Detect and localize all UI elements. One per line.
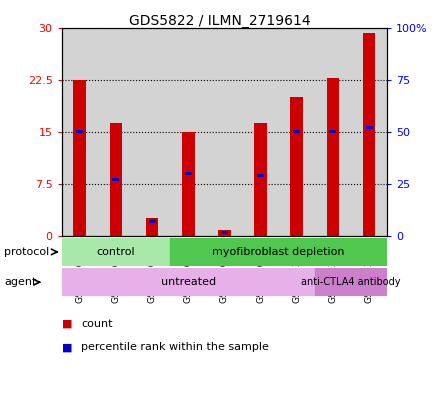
Text: percentile rank within the sample: percentile rank within the sample (81, 342, 269, 353)
Bar (290, 97, 303, 236)
Text: untreated: untreated (161, 277, 216, 287)
Bar (293, 130, 300, 133)
Text: count: count (81, 319, 113, 329)
Text: anti-CTLA4 antibody: anti-CTLA4 antibody (301, 277, 401, 287)
Bar (149, 219, 155, 223)
Bar (170, 238, 387, 266)
Bar (326, 78, 339, 236)
Bar (218, 230, 231, 236)
Text: control: control (96, 247, 135, 257)
Text: myofibroblast depletion: myofibroblast depletion (213, 247, 345, 257)
Bar (62, 238, 170, 266)
Bar (315, 268, 387, 296)
Text: ■: ■ (62, 319, 72, 329)
Text: agent: agent (4, 277, 37, 287)
Bar (257, 174, 264, 177)
Bar (76, 130, 83, 133)
Bar (363, 33, 375, 236)
Bar (182, 132, 194, 236)
Bar (112, 178, 119, 181)
Text: protocol: protocol (4, 247, 50, 257)
Bar (146, 219, 158, 236)
Bar (62, 268, 315, 296)
Text: ■: ■ (62, 342, 72, 353)
Bar (221, 231, 228, 234)
Text: GDS5822 / ILMN_2719614: GDS5822 / ILMN_2719614 (129, 14, 311, 28)
Bar (254, 123, 267, 236)
Bar (73, 79, 86, 236)
Bar (110, 123, 122, 236)
Bar (330, 130, 337, 133)
Bar (185, 172, 192, 175)
Bar (366, 126, 373, 129)
